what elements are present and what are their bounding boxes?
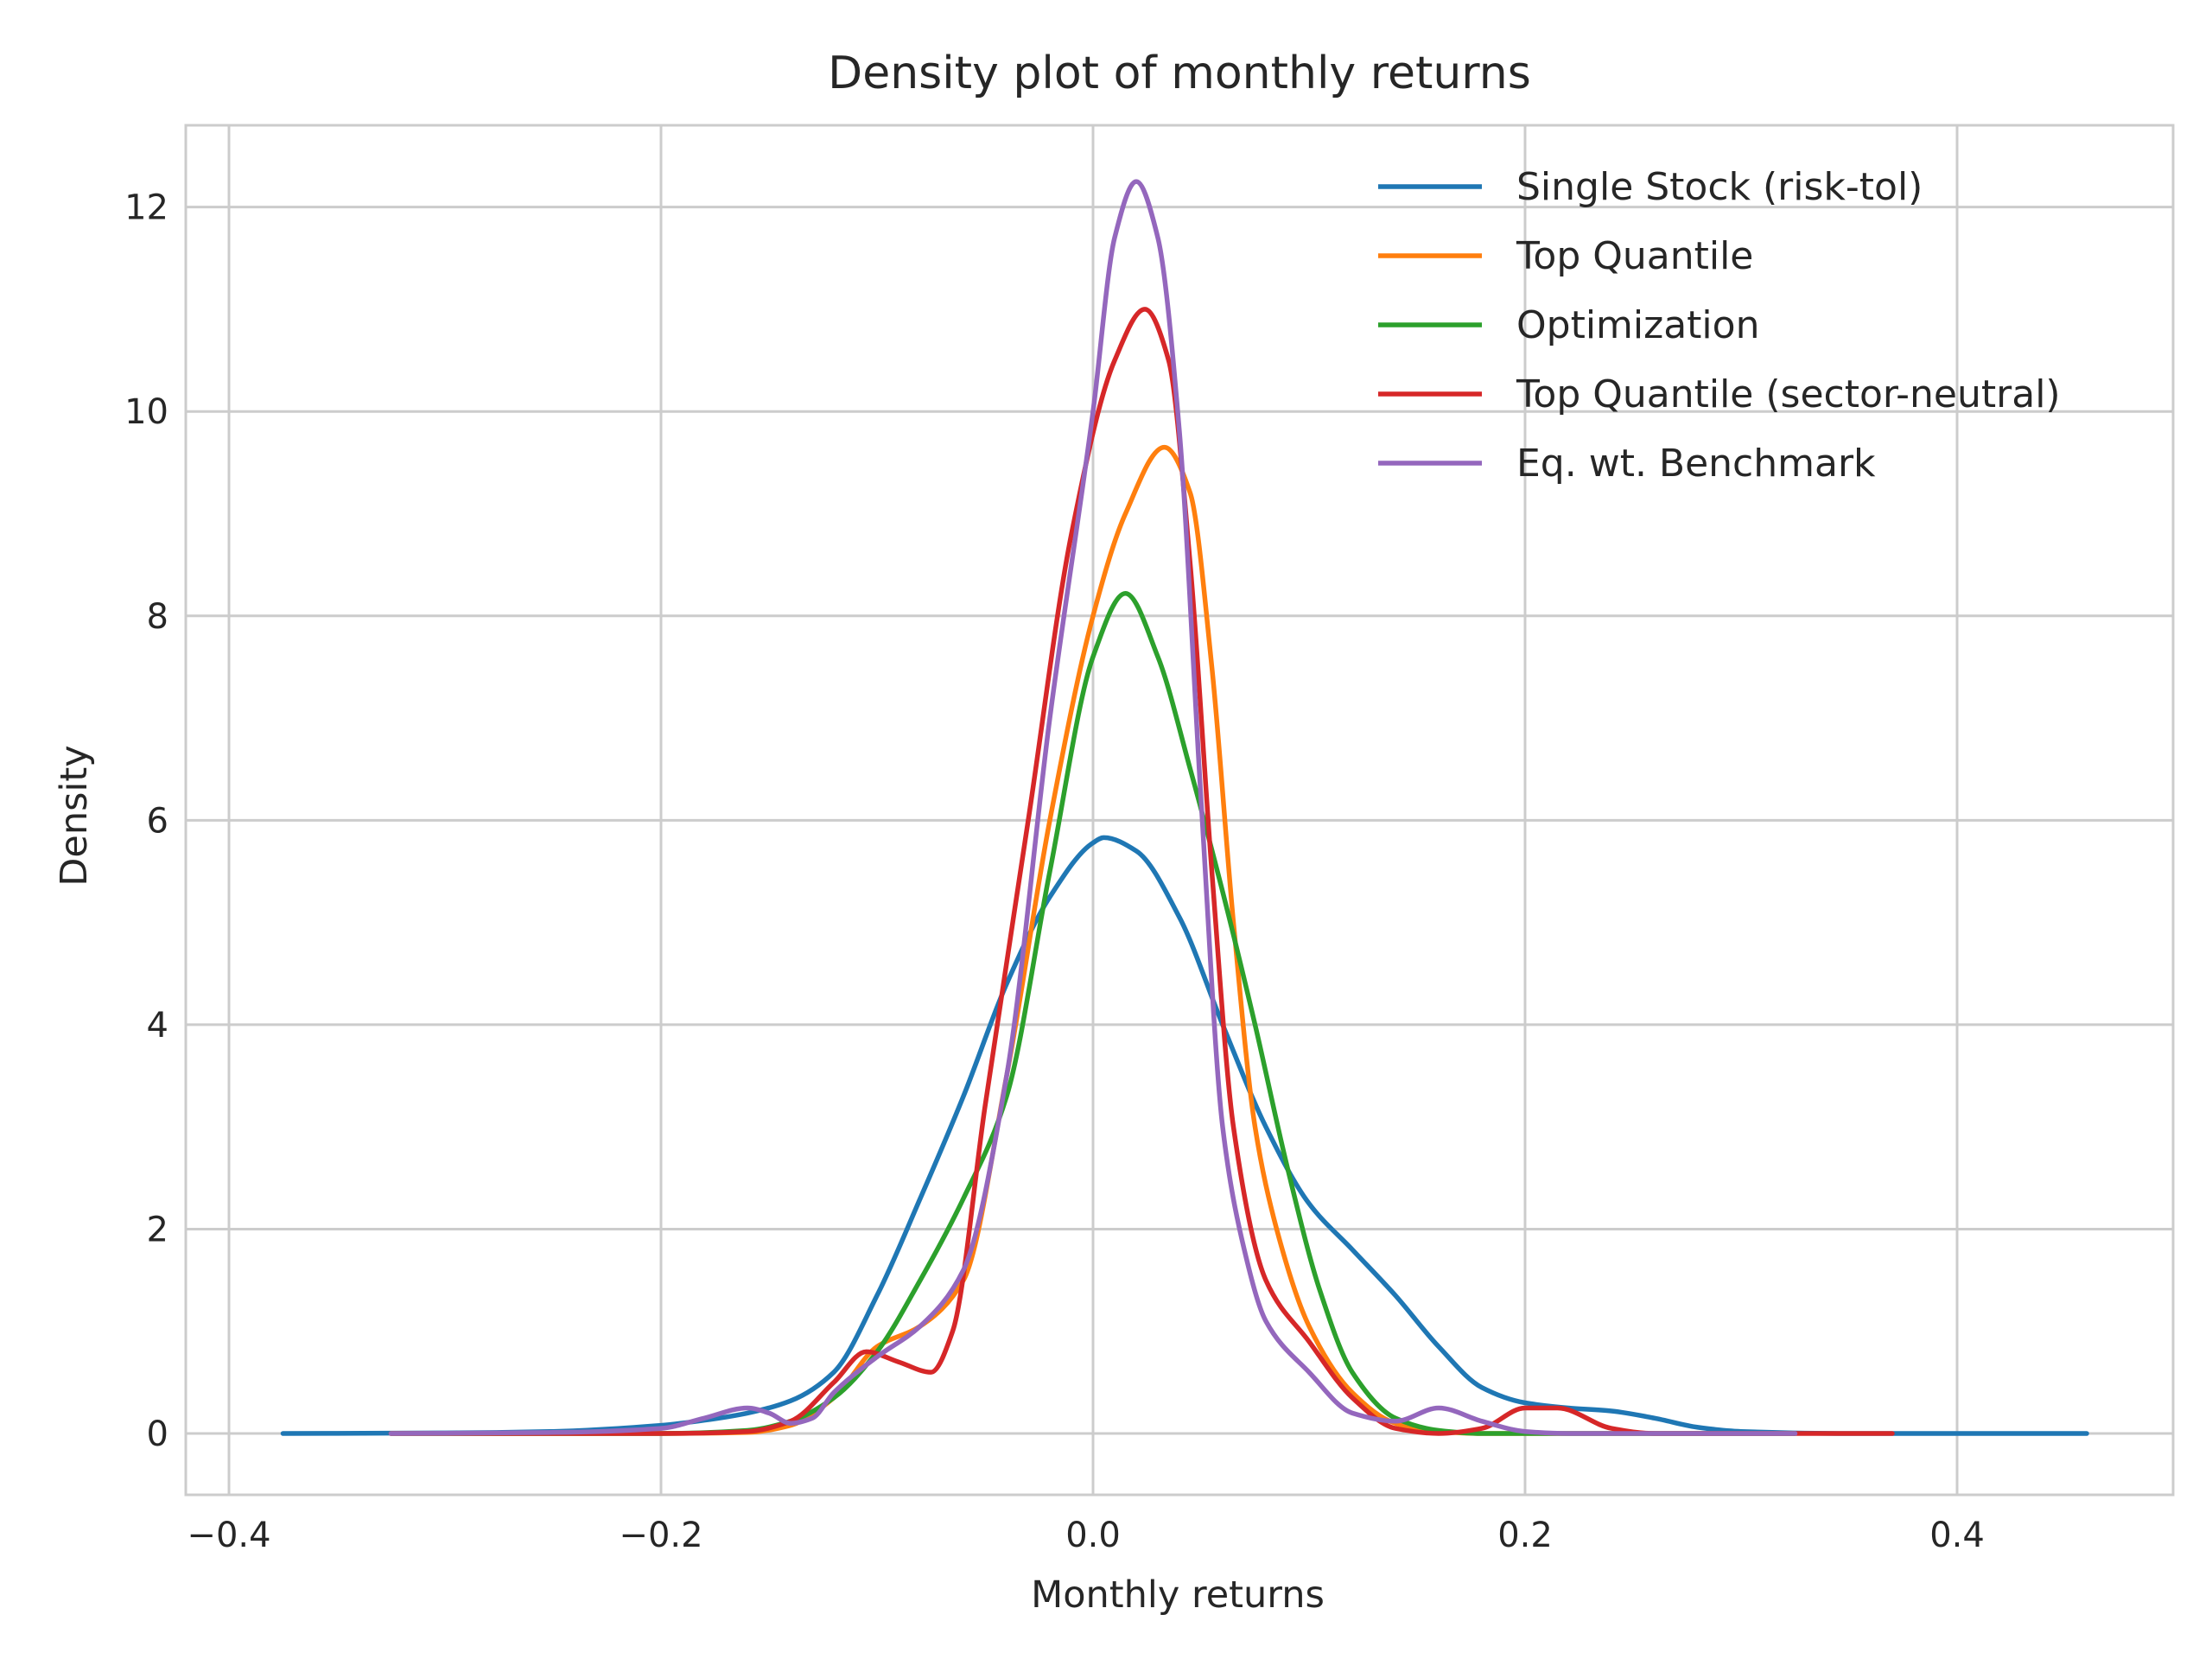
legend-label: Optimization (1516, 303, 1759, 347)
y-tick-label: 12 (124, 188, 168, 228)
series-line-5 (388, 179, 1798, 1436)
x-tick-label: 0.0 (1065, 1516, 1121, 1555)
series-line-1 (280, 835, 2089, 1436)
series-lines (280, 179, 2089, 1436)
x-tick-label: −0.4 (187, 1516, 270, 1555)
series-line-4 (388, 307, 1895, 1436)
y-axis-label: Density (53, 745, 96, 886)
x-axis-label: Monthly returns (1031, 1573, 1325, 1617)
y-axis-ticks: 0 2 4 6 8 10 12 (124, 188, 168, 1454)
legend: Single Stock (risk-tol) Top Quantile Optim… (1378, 165, 2061, 486)
x-axis-ticks: −0.4 −0.2 0.0 0.2 0.4 (187, 1516, 1984, 1555)
x-tick-label: −0.2 (619, 1516, 702, 1555)
x-tick-label: 0.2 (1497, 1516, 1553, 1555)
legend-label: Top Quantile (sector-neutral) (1516, 372, 2061, 416)
y-tick-label: 0 (147, 1414, 168, 1454)
y-tick-label: 8 (147, 597, 168, 637)
chart-title: Density plot of monthly returns (828, 48, 1531, 99)
legend-label: Single Stock (risk-tol) (1516, 165, 1923, 209)
y-tick-label: 10 (124, 392, 168, 432)
legend-label: Top Quantile (1516, 234, 1753, 278)
y-tick-label: 6 (147, 801, 168, 841)
y-tick-label: 2 (147, 1210, 168, 1249)
y-tick-label: 4 (147, 1006, 168, 1046)
x-tick-label: 0.4 (1929, 1516, 1985, 1555)
legend-label: Eq. wt. Benchmark (1516, 442, 1876, 486)
plot-frame (184, 124, 2175, 1497)
